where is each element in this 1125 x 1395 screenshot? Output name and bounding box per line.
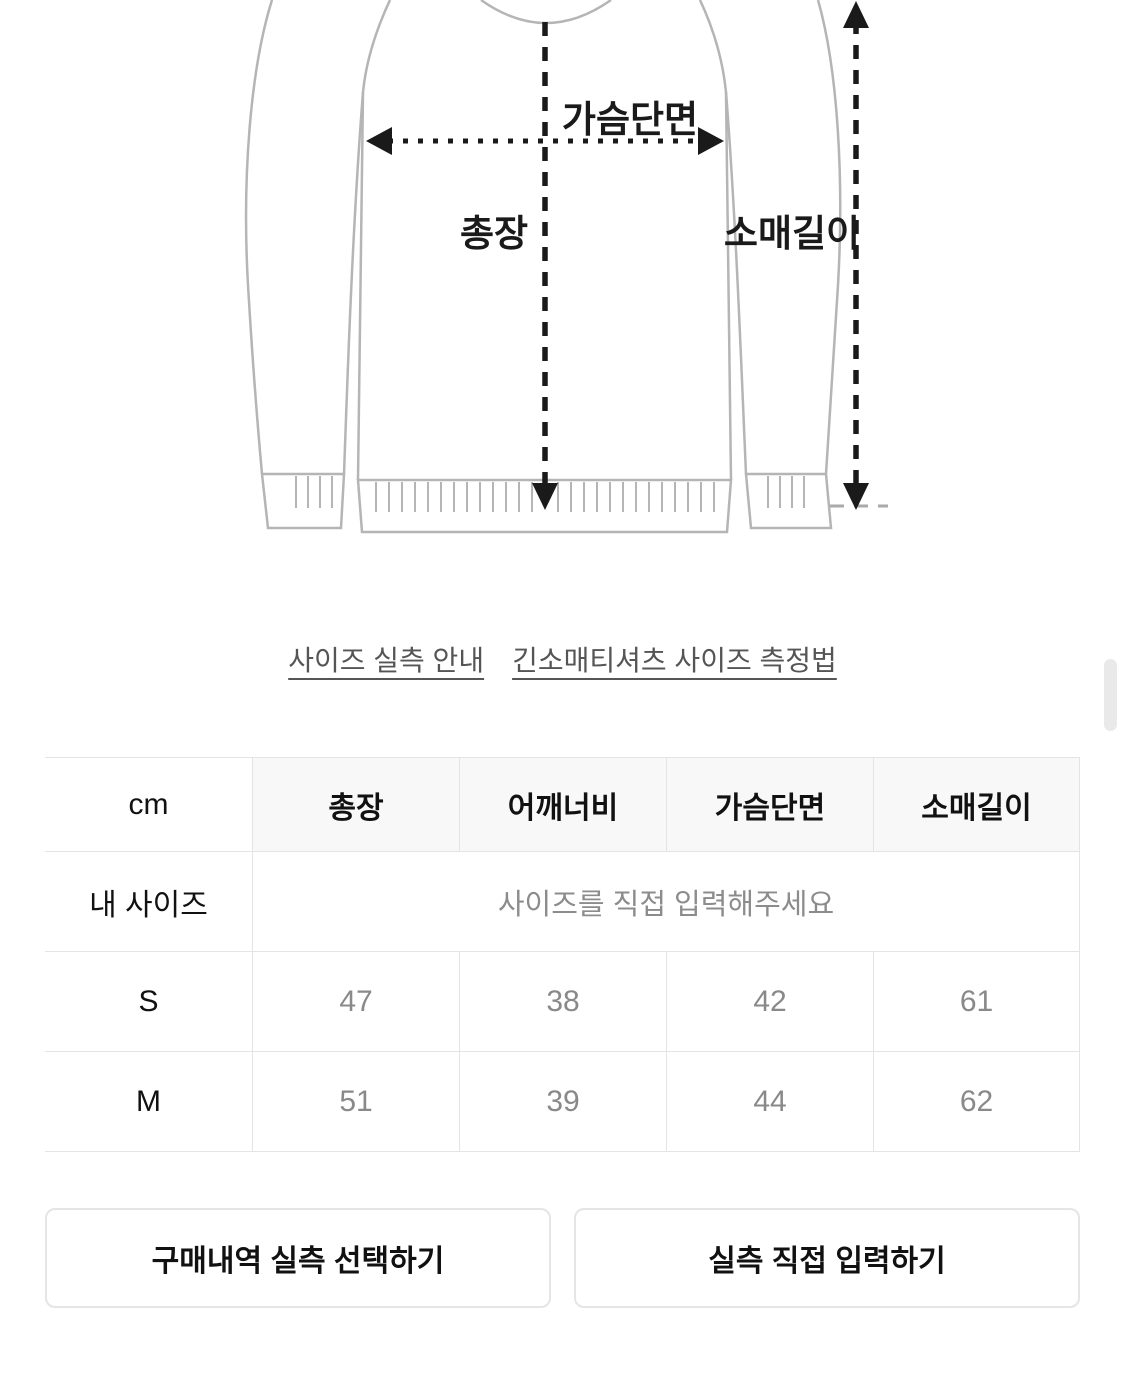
total-length-line	[532, 22, 558, 510]
tshirt-measure-method-link[interactable]: 긴소매티셔츠 사이즈 측정법	[512, 645, 837, 676]
value-sleeve-length: 61	[873, 952, 1080, 1051]
value-total-length: 47	[252, 952, 459, 1051]
value-chest-width: 42	[666, 952, 873, 1051]
size-table-header-row: cm 총장 어깨너비 가슴단면 소매길이	[45, 757, 1080, 851]
chest-width-arrow	[366, 127, 724, 155]
value-total-length: 51	[252, 1052, 459, 1151]
neckline	[480, 0, 612, 25]
size-measure-guide-link[interactable]: 사이즈 실측 안내	[288, 645, 485, 676]
action-buttons: 구매내역 실측 선택하기 실측 직접 입력하기	[45, 1208, 1080, 1308]
value-shoulder-width: 38	[459, 952, 666, 1051]
sleeve-length-arrow	[843, 1, 869, 510]
header-cell-sleeve-length: 소매길이	[873, 758, 1080, 851]
my-size-label: 내 사이즈	[89, 888, 208, 922]
sweater-illustration: 가슴단면 총장 소매길이	[244, 0, 888, 534]
select-purchase-measurement-button[interactable]: 구매내역 실측 선택하기	[45, 1208, 551, 1308]
value-sleeve-length: 62	[873, 1052, 1080, 1151]
enter-measurement-directly-button[interactable]: 실측 직접 입력하기	[574, 1208, 1080, 1308]
my-size-input-prompt[interactable]: 사이즈를 직접 입력해주세요	[252, 852, 1080, 951]
total-length-label: 총장	[460, 213, 528, 254]
measure-guide-links: 사이즈 실측 안내 긴소매티셔츠 사이즈 측정법	[0, 634, 1125, 687]
size-label: M	[136, 1084, 161, 1118]
header-cell-shoulder-width: 어깨너비	[459, 758, 666, 851]
size-label: S	[138, 984, 159, 1018]
value-chest-width: 44	[666, 1052, 873, 1151]
sleeve-length-label: 소매길이	[724, 213, 860, 254]
size-row-s[interactable]: S 47 38 42 61	[45, 951, 1080, 1051]
sweater-outline	[244, 0, 888, 534]
scrollbar-thumb[interactable]	[1104, 659, 1117, 731]
header-cell-chest-width: 가슴단면	[666, 758, 873, 851]
value-shoulder-width: 39	[459, 1052, 666, 1151]
size-measurement-diagram: 가슴단면 총장 소매길이	[0, 0, 1125, 556]
unit-header-cell: cm	[128, 787, 169, 821]
size-row-m[interactable]: M 51 39 44 62	[45, 1051, 1080, 1152]
header-cell-total-length: 총장	[252, 758, 459, 851]
size-table: cm 총장 어깨너비 가슴단면 소매길이 내 사이즈 사이즈를 직접 입력해주세…	[45, 757, 1080, 1152]
my-size-row: 내 사이즈 사이즈를 직접 입력해주세요	[45, 851, 1080, 951]
chest-width-label: 가슴단면	[562, 99, 698, 140]
